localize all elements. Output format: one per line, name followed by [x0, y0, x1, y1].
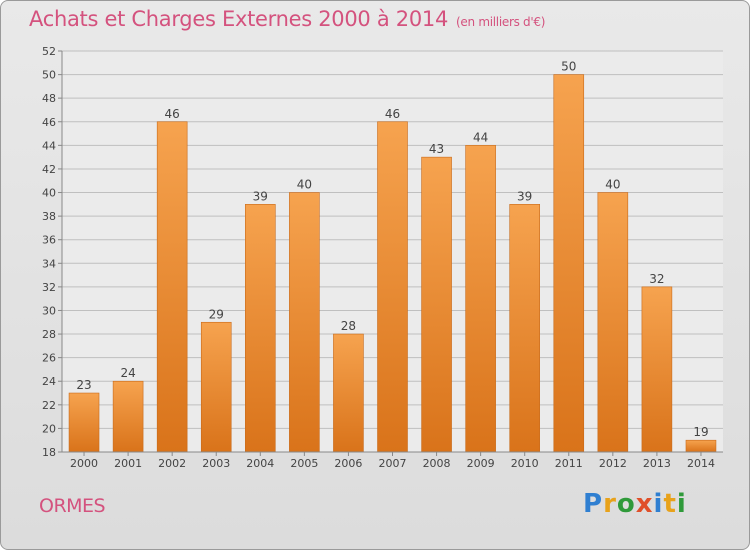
bar: [112, 380, 144, 453]
x-tick-label: 2007: [379, 457, 407, 470]
y-tick-label: 48: [42, 92, 56, 105]
y-tick-label: 30: [42, 304, 56, 317]
bar: [597, 192, 629, 453]
x-tick-label: 2003: [202, 457, 230, 470]
town-name: ORMES: [39, 495, 106, 517]
x-tick-label: 2013: [643, 457, 671, 470]
data-label: 46: [165, 107, 180, 121]
bar: [553, 74, 585, 453]
data-label: 32: [649, 272, 664, 286]
data-label: 39: [253, 189, 268, 203]
y-tick-label: 20: [42, 422, 56, 435]
proxiti-logo: Proxiti: [583, 489, 687, 519]
x-tick-label: 2010: [511, 457, 539, 470]
bar: [685, 439, 717, 453]
logo-letter: x: [635, 489, 654, 519]
y-tick-label: 32: [42, 281, 56, 294]
bar: [465, 145, 496, 453]
y-tick-label: 42: [42, 163, 56, 176]
x-tick-label: 2002: [158, 457, 186, 470]
x-tick-label: 2001: [114, 457, 142, 470]
bar: [333, 333, 364, 453]
y-tick-label: 26: [42, 352, 56, 365]
y-tick-label: 24: [42, 375, 56, 388]
y-tick-label: 40: [42, 187, 56, 200]
bar: [377, 121, 408, 453]
logo-letter: i: [653, 489, 664, 519]
bar: [289, 192, 320, 453]
y-tick-label: 46: [42, 116, 56, 129]
bar: [68, 392, 100, 453]
data-label: 24: [120, 366, 135, 380]
data-label: 19: [693, 425, 708, 439]
data-label: 50: [561, 60, 576, 74]
data-label: 40: [297, 178, 312, 192]
y-tick-label: 18: [42, 446, 56, 459]
data-label: 23: [76, 378, 91, 392]
chart-title-text: Achats et Charges Externes 2000 à 2014: [29, 7, 449, 31]
data-label: 40: [605, 178, 620, 192]
x-tick-label: 2008: [423, 457, 451, 470]
data-label: 28: [341, 319, 356, 333]
data-label: 46: [385, 107, 400, 121]
logo-letter: P: [583, 489, 604, 519]
y-tick-label: 34: [42, 257, 56, 270]
bar: [245, 204, 276, 453]
x-tick-label: 2014: [687, 457, 715, 470]
x-tick-label: 2012: [599, 457, 627, 470]
unit-note: (en milliers d'€): [456, 15, 546, 29]
y-tick-label: 44: [42, 139, 56, 152]
y-tick-label: 50: [42, 69, 56, 82]
data-label: 44: [473, 130, 488, 144]
data-label: 39: [517, 189, 532, 203]
x-tick-label: 2004: [246, 457, 274, 470]
y-tick-label: 28: [42, 328, 56, 341]
y-tick-label: 36: [42, 234, 56, 247]
logo-letter: r: [603, 489, 617, 519]
logo-letter: o: [616, 489, 636, 519]
bar: [421, 156, 452, 453]
y-tick-label: 52: [42, 45, 56, 58]
bar: [641, 286, 673, 453]
bar: [509, 204, 540, 453]
x-tick-label: 2009: [467, 457, 495, 470]
x-tick-label: 2000: [70, 457, 98, 470]
logo-letter: i: [676, 489, 687, 519]
data-label: 43: [429, 142, 444, 156]
y-tick-label: 38: [42, 210, 56, 223]
data-label: 29: [209, 307, 224, 321]
x-tick-label: 2005: [290, 457, 318, 470]
x-tick-label: 2006: [334, 457, 362, 470]
chart-title: Achats et Charges Externes 2000 à 2014 (e…: [29, 7, 545, 31]
bar: [200, 321, 232, 453]
bar: [156, 121, 188, 453]
y-tick-label: 22: [42, 399, 56, 412]
logo-letter: t: [663, 489, 677, 519]
x-tick-label: 2011: [555, 457, 583, 470]
